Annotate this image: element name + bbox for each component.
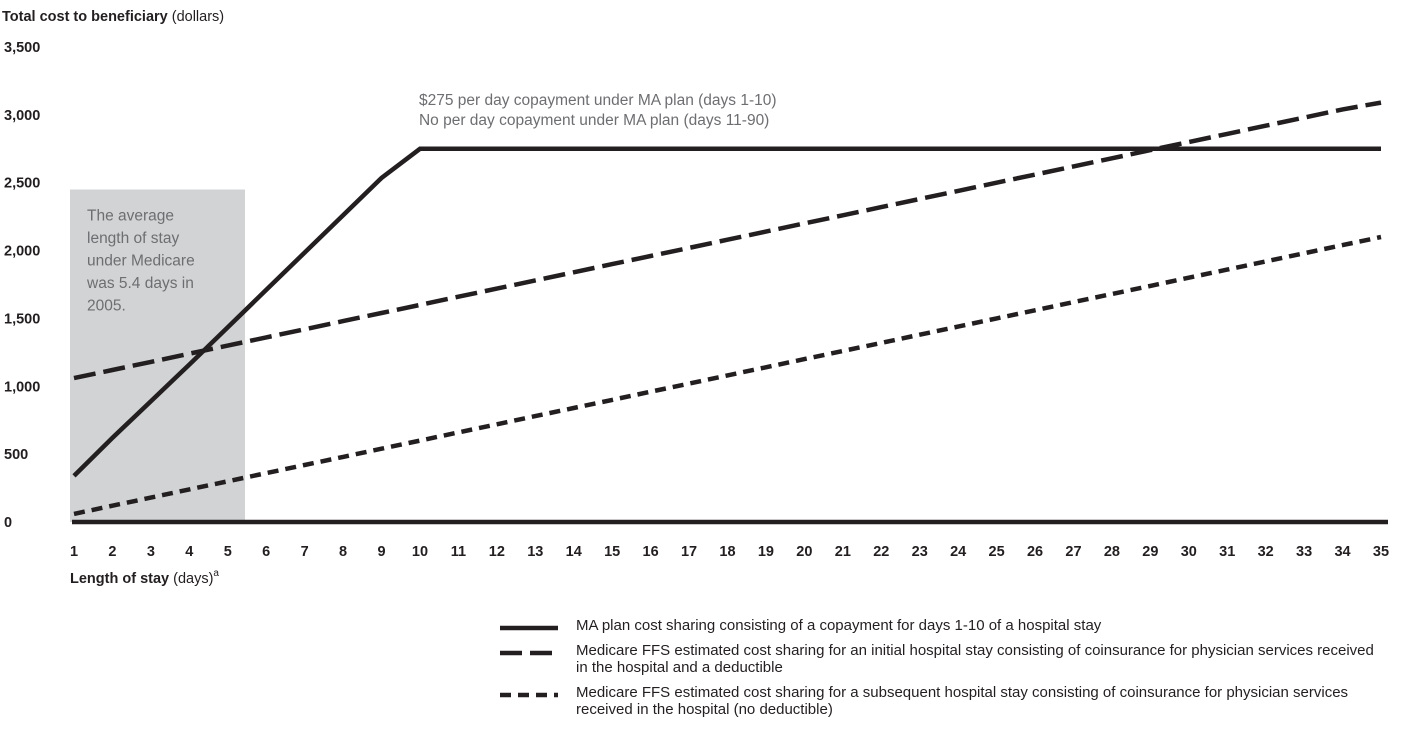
x-tick-label: 6 — [262, 544, 270, 560]
x-tick-label: 11 — [451, 544, 466, 560]
shaded-region — [70, 189, 245, 522]
line-chart: The average length of stay under Medicare w… — [4, 40, 1389, 560]
x-tick-label: 35 — [1373, 544, 1389, 560]
y-axis-title-unit: (dollars) — [171, 9, 225, 25]
x-tick-label: 14 — [566, 544, 582, 560]
x-tick-label: 27 — [1065, 544, 1081, 560]
x-tick-label: 9 — [377, 544, 385, 560]
y-tick-label: 2,500 — [4, 176, 40, 192]
legend-item-ffs-subsequent: Medicare FFS estimated cost sharing for … — [500, 684, 1380, 718]
copayment-annotation-line: No per day copayment under MA plan (days… — [419, 112, 769, 129]
y-tick-label: 1,000 — [4, 379, 40, 395]
shaded-region-text-line: The average — [87, 208, 174, 225]
x-tick-label: 18 — [719, 544, 735, 560]
x-tick-label: 29 — [1142, 544, 1158, 560]
x-tick-label: 20 — [796, 544, 812, 560]
x-axis-title-unit: (days) — [173, 571, 214, 587]
copayment-annotation-line: $275 per day copayment under MA plan (da… — [419, 92, 777, 109]
y-tick-label: 3,000 — [4, 108, 40, 124]
x-tick-label: 16 — [643, 544, 659, 560]
x-tick-label: 7 — [301, 544, 309, 560]
legend-label-ffs-subsequent: Medicare FFS estimated cost sharing for … — [576, 684, 1349, 718]
legend-swatch-dotted — [500, 692, 558, 698]
legend-item-ma-plan: MA plan cost sharing consisting of a cop… — [500, 617, 1380, 634]
y-tick-label: 1,500 — [4, 311, 40, 327]
x-tick-label: 21 — [835, 544, 851, 560]
x-tick-label: 13 — [527, 544, 543, 560]
y-axis-title: Total cost to beneficiary (dollars) — [2, 9, 224, 25]
y-tick-label: 0 — [4, 515, 12, 531]
legend: MA plan cost sharing consisting of a cop… — [500, 617, 1380, 726]
shaded-region-text-line: length of stay — [87, 230, 179, 247]
legend-label-ffs-initial: Medicare FFS estimated cost sharing for … — [576, 642, 1374, 676]
legend-item-ffs-initial: Medicare FFS estimated cost sharing for … — [500, 642, 1380, 676]
x-axis-title-footnote-marker: a — [213, 568, 219, 579]
x-axis-title: Length of stay (days)a — [70, 568, 219, 587]
y-tick-label: 3,500 — [4, 40, 40, 56]
x-tick-label: 19 — [758, 544, 774, 560]
series-line-solid — [72, 146, 1381, 478]
x-axis-title-bold: Length of stay — [70, 571, 170, 587]
x-tick-label: 33 — [1296, 544, 1312, 560]
x-tick-label: 4 — [185, 544, 193, 560]
x-tick-label: 17 — [681, 544, 697, 560]
x-tick-label: 24 — [950, 544, 966, 560]
y-tick-label: 2,000 — [4, 244, 40, 260]
x-tick-label: 26 — [1027, 544, 1043, 560]
series-line-dotted — [73, 234, 1382, 517]
x-tick-label: 15 — [604, 544, 620, 560]
legend-swatch-dashed — [500, 650, 558, 656]
x-tick-label: 10 — [412, 544, 428, 560]
x-tick-label: 28 — [1104, 544, 1120, 560]
x-tick-label: 34 — [1334, 544, 1350, 560]
x-tick-label: 32 — [1258, 544, 1274, 560]
shaded-region-text-line: was 5.4 days in — [86, 275, 194, 292]
legend-label-ma-plan: MA plan cost sharing consisting of a cop… — [576, 617, 1102, 634]
x-tick-label: 5 — [224, 544, 232, 560]
x-tick-label: 2 — [108, 544, 116, 560]
x-tick-label: 12 — [489, 544, 505, 560]
y-axis-title-bold: Total cost to beneficiary — [2, 9, 168, 25]
x-tick-label: 25 — [989, 544, 1005, 560]
shaded-region-text-line: 2005. — [87, 298, 126, 315]
x-tick-label: 3 — [147, 544, 155, 560]
x-tick-label: 30 — [1181, 544, 1197, 560]
y-tick-label: 500 — [4, 447, 28, 463]
legend-swatch-solid — [500, 625, 558, 631]
x-tick-label: 22 — [873, 544, 889, 560]
shaded-region-text-line: under Medicare — [87, 253, 195, 270]
x-tick-label: 23 — [912, 544, 928, 560]
x-tick-label: 31 — [1219, 544, 1235, 560]
series-line-dashed — [73, 100, 1382, 381]
x-tick-label: 8 — [339, 544, 347, 560]
x-tick-label: 1 — [70, 544, 78, 560]
